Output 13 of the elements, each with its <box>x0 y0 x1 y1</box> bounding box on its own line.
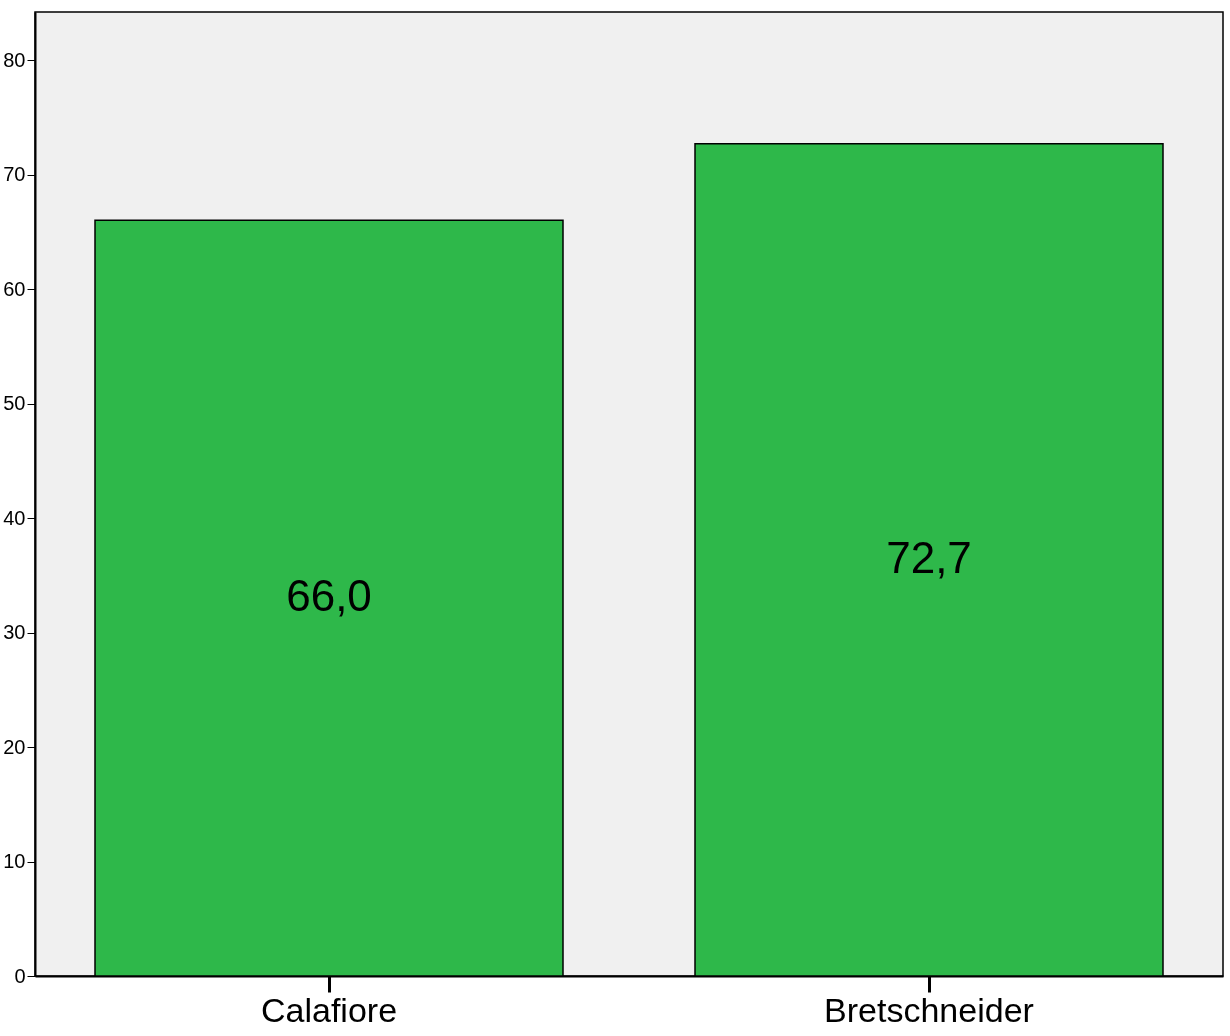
y-tick-label: 20 <box>3 735 26 758</box>
y-tick-label: 80 <box>3 48 26 71</box>
y-tick-label: 40 <box>3 506 26 529</box>
y-tick-label: 60 <box>3 277 26 300</box>
x-tick-label: Calafiore <box>260 990 398 1029</box>
data-label: 72,7 <box>886 532 972 582</box>
y-tick-label: 0 <box>14 964 26 987</box>
y-tick-label: 50 <box>3 392 26 415</box>
y-tick-label: 10 <box>3 850 26 873</box>
x-tick-label: Bretschneider <box>824 990 1034 1029</box>
y-tick-label: 30 <box>3 621 26 644</box>
y-tick-label: 70 <box>3 163 26 186</box>
data-label: 66,0 <box>286 571 372 621</box>
